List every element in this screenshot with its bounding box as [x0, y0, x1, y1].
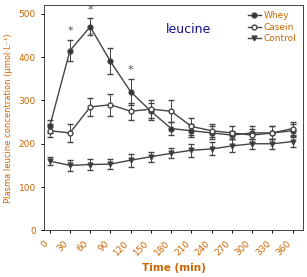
Legend: Whey, Casein, Control: Whey, Casein, Control: [246, 10, 298, 45]
Text: *: *: [87, 32, 93, 42]
Y-axis label: Plasma leucine concentration (μmol·L⁻¹): Plasma leucine concentration (μmol·L⁻¹): [4, 33, 13, 202]
Text: *: *: [87, 5, 93, 15]
Text: *: *: [67, 26, 73, 36]
Text: leucine: leucine: [166, 23, 211, 36]
X-axis label: Time (min): Time (min): [142, 263, 205, 273]
Text: *: *: [128, 65, 134, 75]
